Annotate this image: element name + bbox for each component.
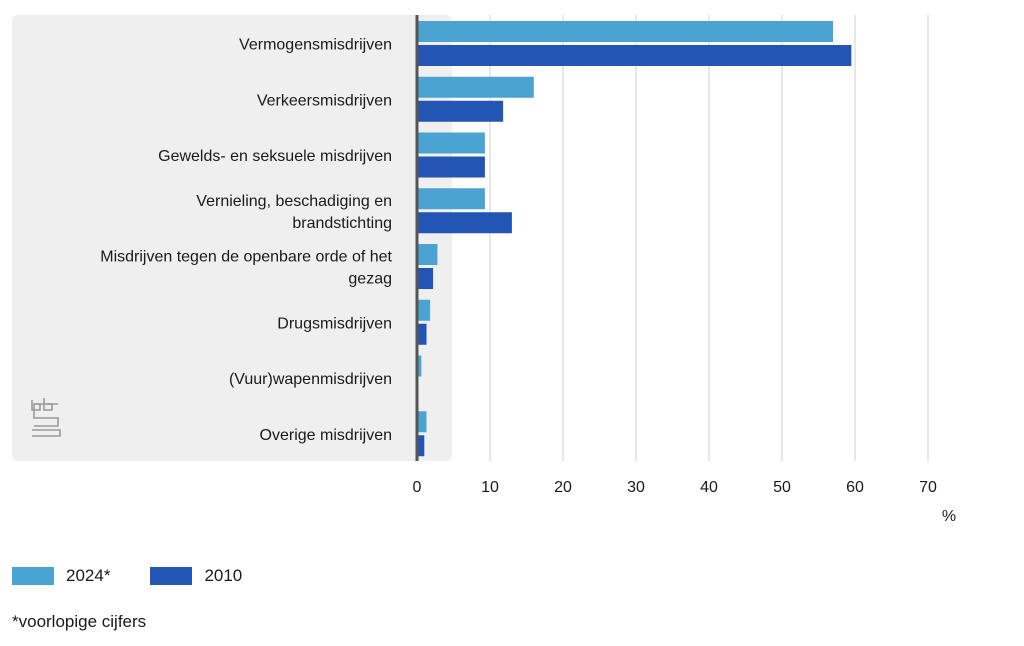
legend-label-2010: 2010 (204, 566, 243, 585)
category-label: Gewelds- en seksuele misdrijven (158, 148, 392, 165)
category-label: gezag (348, 271, 392, 288)
legend: 2024* 2010 (12, 566, 282, 586)
x-tick-labels: 0 10 20 30 40 50 60 70 (413, 479, 937, 496)
bar-2010 (417, 323, 427, 345)
bar-2024 (417, 355, 422, 377)
bars (417, 21, 852, 457)
bar-2010 (417, 268, 434, 289)
bar-2010 (417, 100, 504, 122)
bar-2024 (417, 76, 534, 98)
legend-item-2010: 2010 (150, 566, 242, 586)
x-tick-label: 20 (554, 479, 572, 496)
x-tick-label: 60 (846, 479, 864, 496)
category-label: brandstichting (292, 215, 392, 232)
x-tick-label: 0 (413, 479, 422, 496)
legend-item-2024: 2024* (12, 566, 110, 586)
category-labels: Vermogensmisdrijven Verkeersmisdrijven Gew… (100, 37, 392, 444)
legend-swatch-2024 (12, 567, 54, 585)
legend-swatch-2010 (150, 567, 193, 585)
category-label: Vernieling, beschadiging en (196, 193, 392, 210)
x-tick-label: 70 (919, 479, 937, 496)
bar-chart: Vermogensmisdrijven Verkeersmisdrijven Gew… (12, 15, 956, 525)
bar-2024 (417, 244, 438, 265)
category-label: Verkeersmisdrijven (257, 92, 392, 109)
x-tick-label: 40 (700, 479, 718, 496)
cbs-logo (31, 398, 61, 437)
category-label: Drugsmisdrijven (277, 315, 392, 332)
legend-label-2024: 2024* (66, 566, 111, 585)
bar-2024 (417, 21, 834, 42)
bar-2024 (417, 188, 485, 210)
x-tick-label: 30 (627, 479, 645, 496)
bar-2024 (417, 299, 431, 321)
bar-2024 (417, 132, 485, 154)
category-label: Misdrijven tegen de openbare orde of het (100, 249, 392, 266)
x-tick-label: 50 (773, 479, 791, 496)
category-label: Vermogensmisdrijven (239, 37, 392, 54)
bar-2024 (417, 411, 427, 433)
footnote: *voorlopige cijfers (12, 612, 147, 631)
bar-2010 (417, 212, 512, 234)
gridlines (489, 15, 929, 461)
bar-2010 (417, 45, 852, 66)
bar-2010 (417, 435, 425, 457)
bar-2010 (417, 156, 485, 178)
category-label: (Vuur)wapenmisdrijven (229, 371, 392, 388)
label-panel (12, 15, 452, 461)
category-label: Overige misdrijven (260, 427, 392, 444)
x-unit-label: % (942, 508, 956, 525)
x-tick-label: 10 (481, 479, 499, 496)
